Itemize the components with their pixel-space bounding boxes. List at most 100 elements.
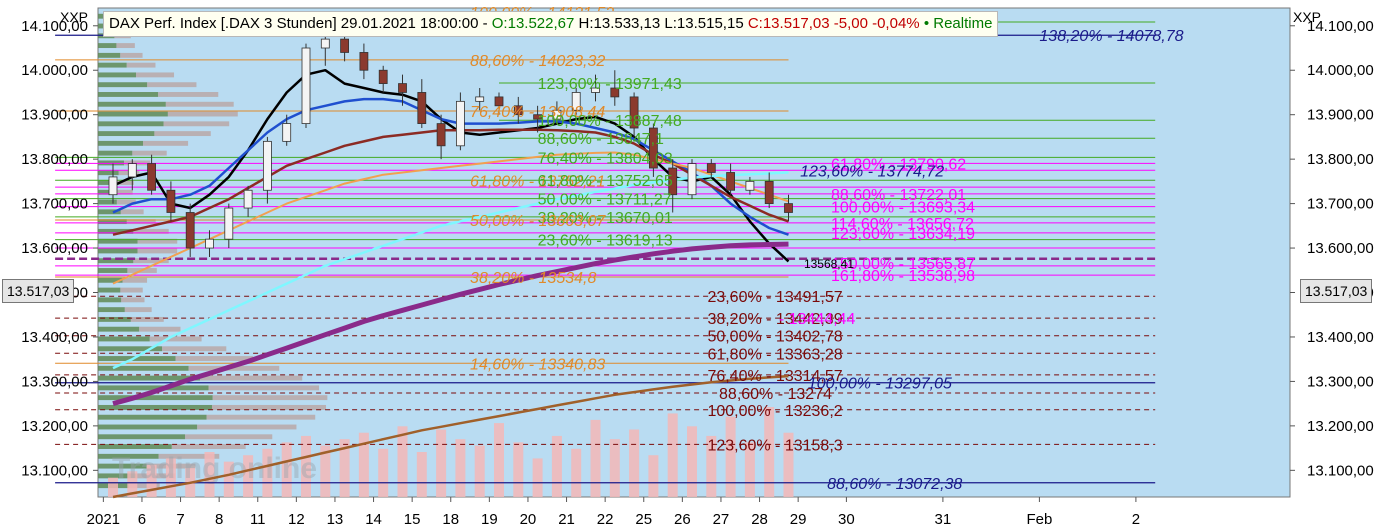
volume-profile-bar (139, 326, 181, 332)
volume-profile-bar (120, 52, 143, 58)
x-tick-label: 21 (558, 511, 575, 528)
candle-body (243, 189, 253, 209)
fib-level-label: 100,00% - 13887,48 (538, 113, 682, 130)
volume-bar (551, 435, 562, 497)
volume-profile-bar (143, 140, 189, 146)
volume-profile-bar (98, 287, 121, 293)
volume-bar (609, 439, 620, 497)
volume-bar (648, 455, 659, 497)
candle-body (282, 123, 292, 142)
volume-profile-bar (188, 365, 280, 371)
x-tick-label: 11 (250, 511, 266, 528)
x-tick-label: 14 (365, 511, 382, 528)
fib-level-label: 76,40% - 13804,03 (538, 150, 673, 167)
y-tick-label-right: 13.200,00 (1307, 418, 1374, 435)
y-tick-label-left: 13.200,00 (21, 418, 88, 435)
realtime-indicator: • Realtime (923, 15, 993, 32)
fib-level-label: 76,40% - 13314,57 (707, 368, 842, 385)
volume-bar (165, 458, 176, 497)
fib-level-label: 50,00% - 13711,27 (538, 192, 672, 209)
y-tick-label-left: 13.100,00 (21, 462, 88, 479)
fib-level-label: 61,80% - 13363,28 (707, 346, 842, 363)
volume-profile-bar (98, 62, 127, 68)
fib-level-label: 100,00% - 13693,34 (831, 200, 975, 217)
y-tick-label-right: 14.100,00 (1307, 18, 1374, 35)
y-tick-label-left: 13.900,00 (21, 107, 88, 124)
y-tick-label-left: 13.400,00 (21, 329, 88, 346)
y-tick-label-right: 13.900,00 (1307, 107, 1374, 124)
volume-profile-bar (121, 297, 145, 303)
volume-bar (455, 439, 466, 497)
chart-header: DAX Perf. Index [.DAX 3 Stunden] 29.01.2… (103, 11, 999, 37)
volume-bar (629, 429, 640, 497)
volume-bar (532, 458, 543, 497)
candle-body (629, 96, 639, 129)
volume-profile-bar (116, 43, 135, 49)
volume-bar (474, 445, 485, 497)
fib-level-label: 61,80% - 13752,21 (470, 173, 605, 190)
volume-profile-bar (98, 72, 137, 78)
volume-profile-bar (98, 346, 163, 352)
candle-body (224, 207, 234, 240)
fib-level-label: 138,20% - 14078,78 (1039, 28, 1183, 45)
volume-profile-bar (124, 307, 152, 313)
candle-body (166, 189, 176, 213)
volume-profile-bar (98, 336, 150, 342)
volume-profile-bar (162, 346, 227, 352)
fib-level-label: - 13444,44 (779, 311, 856, 328)
fib-level-label: 50,00% - 13663,07 (470, 213, 606, 230)
volume-profile-bar (98, 140, 144, 146)
volume-profile-bar (133, 258, 169, 264)
volume-profile-bar (98, 297, 122, 303)
volume-profile-bar (98, 219, 127, 225)
volume-profile-bar (116, 199, 136, 205)
x-tick-label: 22 (597, 511, 614, 528)
fib-level-label: 123,60% - 13634,19 (831, 226, 975, 243)
fib-level-label: 88,60% - 14023,32 (470, 53, 605, 70)
volume-profile-bar (98, 101, 166, 107)
x-tick-label: 28 (751, 511, 768, 528)
volume-profile-bar (98, 434, 186, 440)
plot-area (97, 7, 1291, 498)
volume-bar (706, 435, 717, 497)
candle-body (185, 212, 195, 249)
candle-body (455, 100, 465, 147)
fib-level-label: 161,80% - 13538,98 (831, 268, 975, 285)
candle-body (494, 96, 504, 107)
y-tick-label-right: 14.000,00 (1307, 62, 1374, 79)
volume-profile-bar (98, 277, 123, 283)
volume-bar (590, 419, 601, 497)
x-tick-label: 7 (176, 511, 184, 528)
x-tick-label: 27 (713, 511, 730, 528)
volume-bar (262, 448, 273, 497)
fib-level-label: 50,00% - 13402,78 (707, 329, 842, 346)
volume-profile-bar (126, 62, 156, 68)
candle-body (591, 87, 600, 93)
volume-profile-bar (175, 356, 253, 361)
high-value: H:13.533,13 (578, 15, 661, 32)
y-tick-label-right: 13.300,00 (1307, 373, 1374, 390)
close-value: C:13.517,03 -5,00 -0,04% (747, 15, 920, 32)
low-value: L:13.515,15 (664, 15, 744, 32)
volume-profile-bar (115, 180, 134, 185)
volume-bar (223, 461, 234, 497)
x-tick-label: 13 (327, 511, 344, 528)
volume-bar (108, 477, 118, 497)
fib-level-label: 123,60% - 13158,3 (707, 437, 842, 454)
candle-body (340, 38, 350, 53)
volume-profile-bar (185, 434, 273, 440)
candle-body (571, 92, 581, 111)
y-tick-label-left: 14.000,00 (21, 62, 88, 79)
volume-bar (416, 452, 427, 497)
volume-bar (436, 429, 447, 497)
volume-profile-bar (98, 356, 176, 361)
x-tick-label: 15 (404, 511, 421, 528)
volume-profile-bar (98, 52, 121, 58)
x-tick-label: 2021 (87, 511, 120, 528)
candle-body (398, 83, 407, 93)
volume-profile-bar (98, 365, 189, 371)
volume-profile-bar (171, 444, 246, 449)
x-tick-label: 18 (442, 511, 459, 528)
fib-level-label: 88,60% - 13072,38 (827, 476, 962, 493)
